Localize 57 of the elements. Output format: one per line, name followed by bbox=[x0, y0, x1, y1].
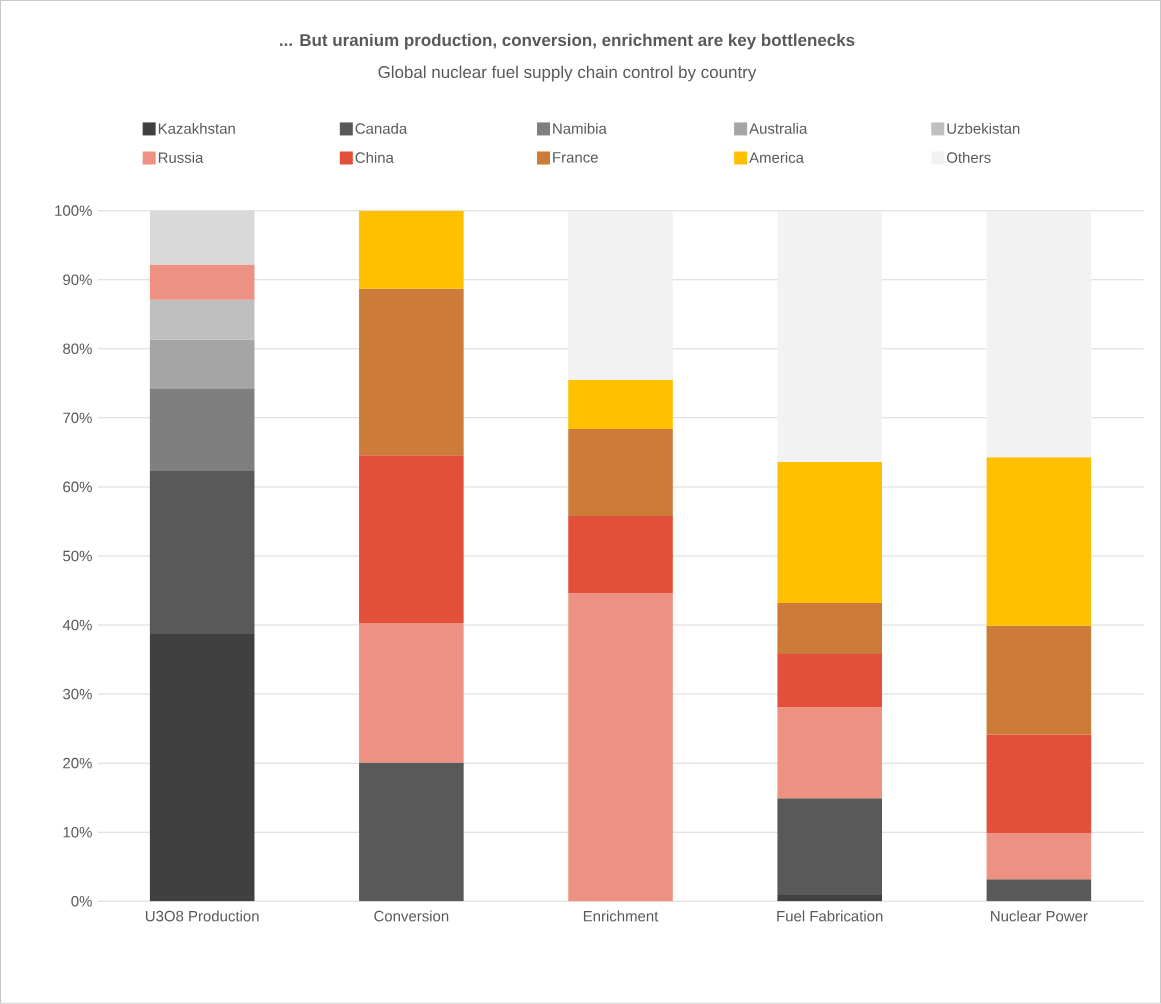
legend-label: Russia bbox=[158, 152, 204, 163]
bar bbox=[777, 462, 882, 603]
bar bbox=[986, 457, 1092, 626]
legend-label: Namibia bbox=[553, 122, 607, 134]
y-tick-label: 80% bbox=[63, 343, 92, 355]
y-tick-label: 30% bbox=[63, 688, 92, 700]
bar bbox=[359, 623, 464, 763]
x-tick-label: Enrichment bbox=[583, 910, 659, 922]
bar bbox=[777, 210, 882, 463]
bar bbox=[777, 654, 882, 708]
legend-label: France bbox=[553, 152, 598, 163]
bar bbox=[359, 455, 464, 624]
bar bbox=[359, 210, 464, 289]
bar bbox=[149, 299, 255, 340]
bar bbox=[986, 734, 1092, 833]
y-tick-label: 20% bbox=[63, 757, 92, 769]
y-tick-label: 10% bbox=[63, 826, 92, 838]
legend-label: Kazakhstan bbox=[158, 122, 235, 134]
bar bbox=[149, 388, 255, 472]
legend-label: Others bbox=[946, 152, 991, 163]
y-tick-label: 70% bbox=[63, 412, 92, 424]
x-tick-label: Conversion bbox=[374, 910, 449, 922]
bar bbox=[777, 895, 882, 902]
legend-label: China bbox=[355, 152, 394, 163]
legend-label: Uzbekistan bbox=[947, 122, 1020, 134]
x-tick-label: Nuclear Power bbox=[991, 910, 1088, 922]
bar bbox=[986, 210, 1092, 458]
legend-label: Australia bbox=[749, 122, 808, 134]
bar bbox=[568, 428, 673, 516]
bar bbox=[777, 798, 882, 896]
bar bbox=[149, 264, 255, 300]
bar bbox=[568, 210, 673, 380]
y-tick-label: 90% bbox=[63, 274, 92, 286]
chart-subtitle: Global nuclear fuel supply chain control by country bbox=[378, 65, 757, 82]
y-tick-label: 50% bbox=[63, 550, 92, 562]
legend-label: America bbox=[749, 152, 804, 163]
y-tick-label: 100% bbox=[55, 205, 92, 217]
x-tick-label: U3O8 Production bbox=[145, 910, 259, 922]
bar bbox=[777, 707, 882, 799]
bar bbox=[359, 288, 464, 456]
y-tick-label: 0% bbox=[71, 896, 92, 907]
bar bbox=[986, 879, 1092, 902]
y-tick-label: 40% bbox=[62, 619, 92, 631]
legend-label: Canada bbox=[355, 122, 408, 134]
bar bbox=[777, 602, 882, 655]
bar bbox=[359, 762, 464, 902]
bar bbox=[149, 634, 255, 902]
bar bbox=[568, 515, 673, 594]
bar bbox=[149, 471, 255, 635]
bar bbox=[568, 379, 673, 429]
x-tick-label: Fuel Fabrication bbox=[777, 910, 883, 922]
bar bbox=[149, 339, 255, 389]
bar bbox=[986, 832, 1092, 880]
y-tick-label: 60% bbox=[63, 481, 92, 493]
bar bbox=[986, 625, 1092, 735]
chart-title: ... But uranium production, conversion, enrichment are key bottlenecks bbox=[280, 33, 855, 50]
bar bbox=[568, 593, 673, 902]
